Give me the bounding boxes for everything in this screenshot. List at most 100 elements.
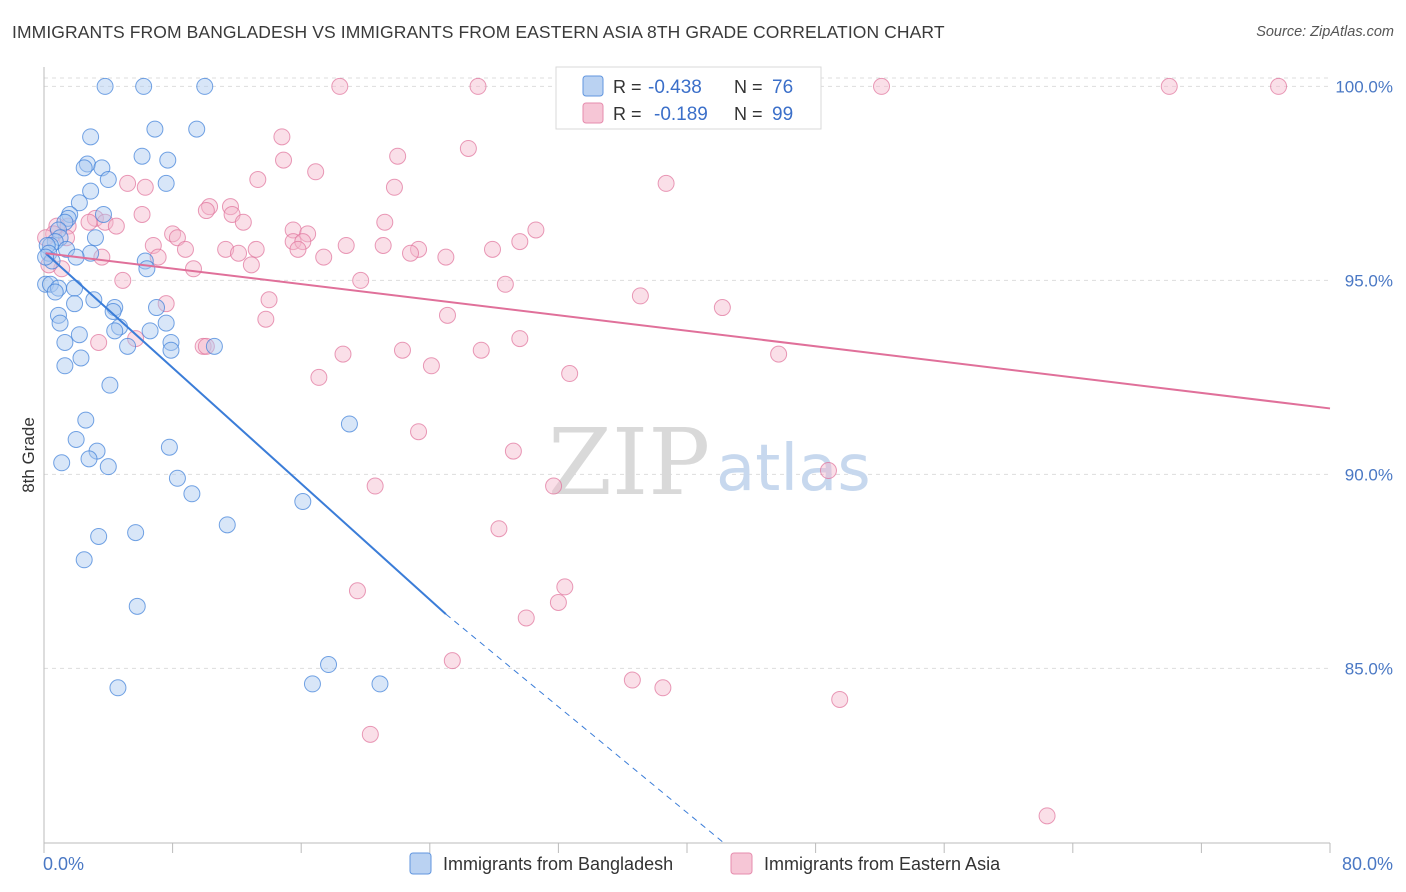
eastern-asia-point — [819, 462, 837, 480]
eastern-asia-point — [1160, 77, 1178, 95]
eastern-asia-point — [402, 244, 420, 262]
bangladesh-point — [96, 77, 114, 95]
bangladesh-point — [109, 679, 127, 697]
legend-swatch-bangladesh — [409, 852, 432, 875]
bangladesh-point — [82, 128, 100, 146]
eastern-asia-point — [459, 139, 477, 157]
bangladesh-point — [138, 260, 156, 278]
eastern-asia-point — [438, 306, 456, 324]
eastern-asia-point — [483, 240, 501, 258]
bangladesh-point — [371, 675, 389, 693]
bangladesh-point — [77, 411, 95, 429]
bangladesh-trend-line — [44, 252, 447, 615]
eastern-asia-point — [561, 365, 579, 383]
bangladesh-point — [183, 485, 201, 503]
eastern-asia-point — [334, 345, 352, 363]
legend-r-value-blue: -0.438 — [648, 77, 702, 98]
eastern-asia-point — [230, 244, 248, 262]
eastern-asia-point — [490, 520, 508, 538]
eastern-asia-point — [422, 357, 440, 375]
legend-swatch-blue — [582, 75, 604, 97]
eastern-asia-point — [713, 299, 731, 317]
stats-legend: R = -0.438 N = 76 R = -0.189 N = 99 — [555, 66, 822, 130]
bangladesh-point — [159, 151, 177, 169]
bangladesh-point — [141, 322, 159, 340]
bangladesh-point — [162, 341, 180, 359]
eastern-asia-point — [176, 240, 194, 258]
eastern-asia-point — [242, 256, 260, 274]
eastern-asia-point — [249, 171, 267, 189]
bangladesh-point — [148, 299, 166, 317]
eastern-asia-point — [197, 202, 215, 220]
axes — [43, 67, 1331, 853]
bangladesh-point — [85, 291, 103, 309]
eastern-asia-point — [273, 128, 291, 146]
bangladesh-point — [157, 174, 175, 192]
eastern-asia-point — [410, 240, 428, 258]
eastern-asia-point — [511, 330, 529, 348]
eastern-asia-trend-line — [45, 252, 1331, 410]
eastern-asia-point — [348, 582, 366, 600]
series-bangladesh-points — [37, 77, 389, 697]
watermark-atlas: atlas — [716, 432, 871, 506]
bangladesh-point — [127, 524, 145, 542]
bangladesh-point — [303, 675, 321, 693]
eastern-asia-point — [157, 295, 175, 313]
bangladesh-point — [51, 314, 69, 332]
eastern-asia-point — [337, 236, 355, 254]
eastern-asia-point — [149, 248, 167, 266]
eastern-asia-point — [410, 423, 428, 441]
bangladesh-point — [94, 205, 112, 223]
eastern-asia-point — [168, 229, 186, 247]
bangladesh-point — [188, 120, 206, 138]
eastern-asia-point — [1270, 77, 1288, 95]
eastern-asia-point — [376, 213, 394, 231]
y-tick-label: 85.0% — [1345, 659, 1393, 678]
y-tick-label: 95.0% — [1345, 271, 1393, 290]
legend-n-label-pink: N = — [734, 104, 763, 124]
eastern-asia-point — [257, 310, 275, 328]
y-tick-label: 100.0% — [1335, 77, 1393, 96]
eastern-asia-point — [623, 671, 641, 689]
watermark-zip: ZIP — [548, 409, 710, 516]
source-label: Source: ZipAtlas.com — [1256, 24, 1394, 40]
eastern-asia-point — [90, 333, 108, 351]
bangladesh-point — [160, 438, 178, 456]
bangladesh-point — [99, 458, 117, 476]
eastern-asia-point — [184, 260, 202, 278]
bangladesh-point — [56, 357, 74, 375]
bangladesh-point — [72, 349, 90, 367]
bangladesh-point — [70, 194, 88, 212]
bangladesh-point — [75, 551, 93, 569]
eastern-asia-point — [1038, 807, 1056, 825]
eastern-asia-point — [119, 174, 137, 192]
eastern-asia-point — [315, 248, 333, 266]
bangladesh-point — [340, 415, 358, 433]
bangladesh-point — [53, 454, 71, 472]
eastern-asia-point — [393, 341, 411, 359]
eastern-asia-point — [511, 233, 529, 251]
eastern-asia-point — [289, 240, 307, 258]
eastern-asia-point — [472, 341, 490, 359]
eastern-asia-point — [217, 240, 235, 258]
bangladesh-point — [119, 337, 137, 355]
eastern-asia-point — [136, 178, 154, 196]
eastern-asia-point — [831, 690, 849, 708]
eastern-asia-point — [770, 345, 788, 363]
bangladesh-trend-extension — [445, 613, 725, 844]
grid-lines — [44, 77, 1330, 669]
y-axis-label: 8th Grade — [19, 417, 38, 493]
eastern-asia-point — [133, 205, 151, 223]
eastern-asia-point — [114, 271, 132, 289]
bangladesh-point — [67, 430, 85, 448]
eastern-asia-point — [385, 178, 403, 196]
eastern-asia-point — [307, 163, 325, 181]
legend-swatch-pink — [582, 102, 604, 124]
eastern-asia-point — [107, 217, 125, 235]
eastern-asia-point — [504, 442, 522, 460]
bangladesh-point — [70, 326, 88, 344]
bangladesh-point — [86, 229, 104, 247]
bangladesh-point — [218, 516, 236, 534]
trend-lines — [44, 252, 1331, 844]
legend-r-value-pink: -0.189 — [654, 104, 708, 125]
